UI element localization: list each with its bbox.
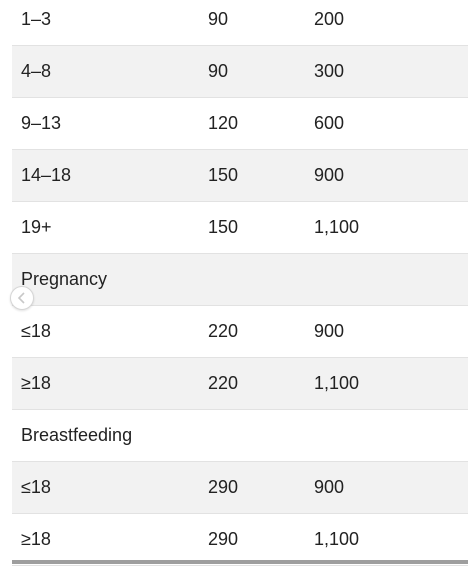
age-cell: 4–8 [21, 61, 52, 81]
rda-cell: 150 [208, 217, 239, 237]
table-row: ≥18 220 1,100 [12, 358, 468, 410]
ul-cell: 900 [314, 165, 345, 185]
age-cell: 19+ [21, 217, 52, 237]
table-row: ≤18 290 900 [12, 462, 468, 514]
ul-cell: 1,100 [314, 529, 360, 549]
rda-cell: 290 [208, 477, 239, 497]
scroll-left-button[interactable] [10, 286, 34, 310]
age-cell: ≤18 [21, 321, 51, 341]
rda-cell: 90 [208, 9, 229, 29]
chevron-left-icon [17, 292, 25, 304]
ul-cell: 1,100 [314, 373, 360, 393]
table-row: 4–8 90 300 [12, 46, 468, 98]
age-cell: ≥18 [21, 529, 51, 549]
rda-cell: 150 [208, 165, 239, 185]
table-row: 19+ 150 1,100 [12, 202, 468, 254]
table-row: 9–13 120 600 [12, 98, 468, 150]
rda-cell: 90 [208, 61, 229, 81]
section-row-breastfeeding: Breastfeeding [12, 410, 468, 462]
age-cell: ≤18 [21, 477, 51, 497]
ul-cell: 200 [314, 9, 345, 29]
age-cell: 9–13 [21, 113, 62, 133]
table-row: 14–18 150 900 [12, 150, 468, 202]
ul-cell: 1,100 [314, 217, 360, 237]
ul-cell: 300 [314, 61, 345, 81]
section-label: Pregnancy [21, 269, 108, 289]
age-cell: 14–18 [21, 165, 72, 185]
rda-cell: 220 [208, 373, 239, 393]
rda-cell: 220 [208, 321, 239, 341]
rda-cell: 120 [208, 113, 239, 133]
table-row: ≤18 220 900 [12, 306, 468, 358]
section-row-pregnancy: Pregnancy [12, 254, 468, 306]
section-label: Breastfeeding [21, 425, 133, 445]
table-row: ≥18 290 1,100 [12, 514, 468, 566]
nutrient-table: 1–3 90 200 4–8 90 300 9–13 120 600 14–18… [12, 0, 468, 566]
age-cell: ≥18 [21, 373, 51, 393]
table-row: 1–3 90 200 [12, 0, 468, 46]
ul-cell: 600 [314, 113, 345, 133]
table-bottom-border [12, 560, 468, 564]
ul-cell: 900 [314, 321, 345, 341]
ul-cell: 900 [314, 477, 345, 497]
age-cell: 1–3 [21, 9, 52, 29]
rda-cell: 290 [208, 529, 239, 549]
